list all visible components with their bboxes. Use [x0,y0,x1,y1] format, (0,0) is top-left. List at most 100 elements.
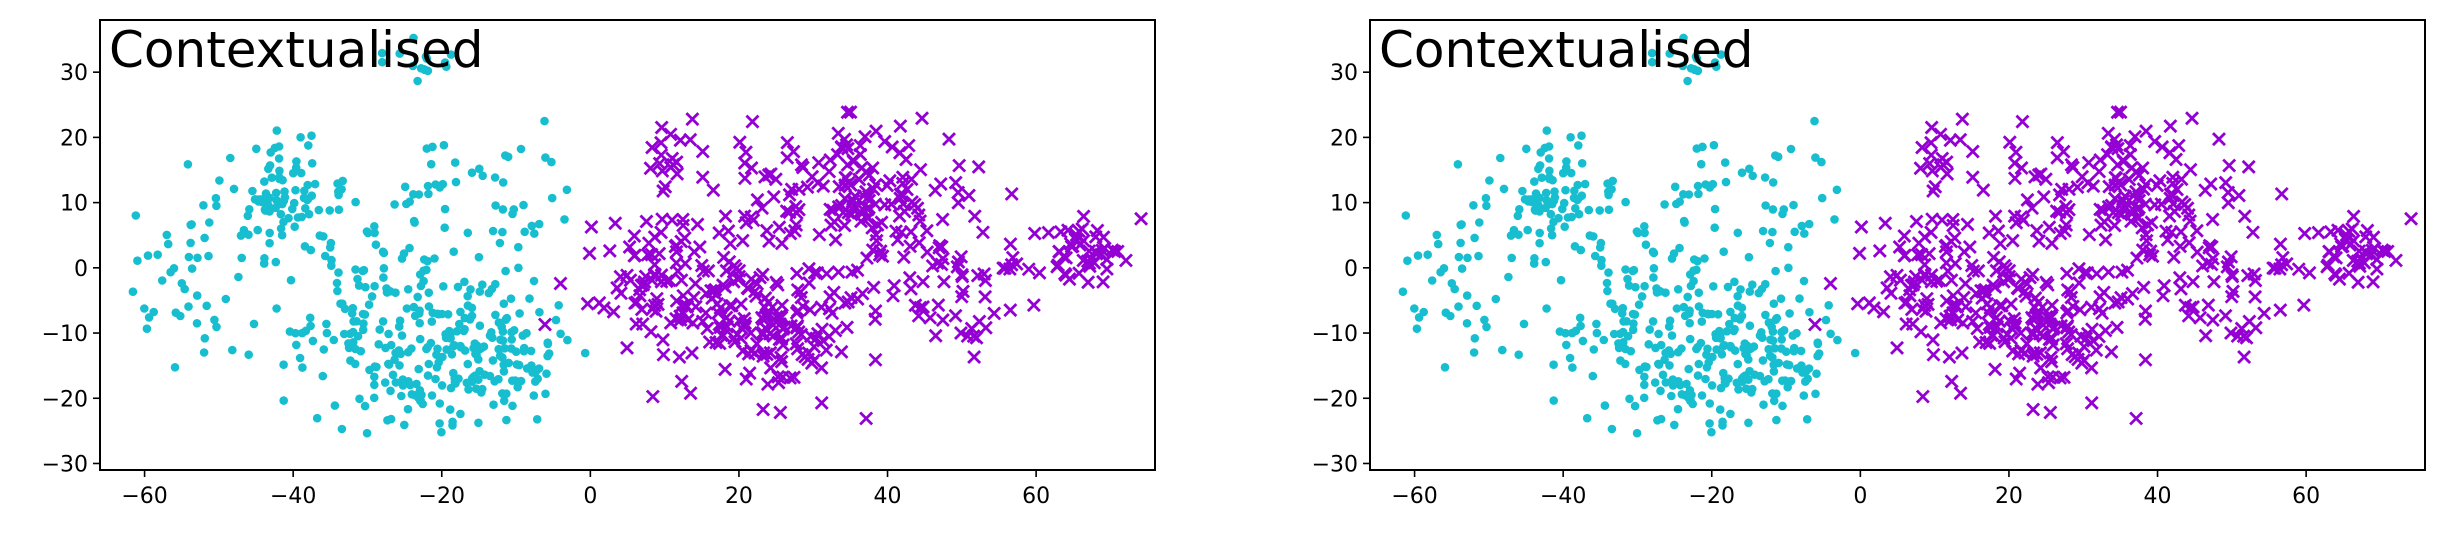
data-point-dot [306,321,315,331]
data-point-x [920,245,935,260]
data-point-dot [1604,190,1613,200]
data-point-dot [237,253,246,263]
data-point-x [2335,239,2350,254]
data-point-dot [149,307,158,317]
data-point-x [942,132,956,147]
data-point-dot [1804,219,1814,229]
data-point-x [2057,223,2072,238]
data-point-dot [423,256,432,266]
data-point-dot [1786,376,1796,386]
data-point-x [2059,266,2074,281]
data-point-x [773,405,788,420]
data-point-dot [498,178,508,187]
data-point-dot [1702,363,1712,372]
data-point-x [753,270,768,285]
data-point-dot [1563,213,1573,222]
data-point-x [2135,243,2150,258]
data-point-x [919,223,934,238]
data-point-dot [554,301,563,310]
data-point-x [2014,161,2029,176]
data-point-x [853,138,868,153]
data-point-x [759,347,774,362]
data-point-x [2367,241,2382,256]
data-point-dot [284,213,293,223]
data-point-dot [1513,211,1523,221]
data-point-x [854,214,868,229]
data-point-dot [199,201,208,210]
data-point-dot [1413,251,1423,260]
data-point-dot [501,266,510,276]
data-point-x [1021,262,1036,277]
data-point-dot [1683,292,1692,302]
data-point-dot [187,264,197,273]
data-point-x [978,320,993,335]
data-point-dot [1795,294,1804,303]
data-point-dot [1499,184,1509,194]
data-point-dot [142,324,152,334]
data-point-x [2221,185,2236,200]
data-point-x [2157,278,2172,293]
data-point-x [627,248,642,263]
data-point-dot [508,401,517,411]
data-point-x [772,311,787,326]
data-point-dot [1765,238,1775,248]
data-point-dot [440,223,450,232]
data-point-dot [1700,254,1709,263]
data-point-dot [296,133,305,142]
data-point-dot [157,276,167,285]
data-point-dot [518,331,528,340]
data-point-dot [442,62,451,71]
data-point-dot [1647,48,1657,58]
data-point-x [1955,316,1970,331]
data-point-dot [416,281,426,291]
data-point-x [2040,277,2055,292]
data-point-x [2139,124,2154,139]
data-point-x [1061,223,1075,238]
x-tick-label: −20 [1689,484,1735,509]
data-point-dot [1705,419,1714,428]
data-point-x [2127,204,2142,219]
data-point-dot [128,287,138,297]
data-point-x [1032,265,1047,280]
data-point-dot [1707,309,1717,319]
data-point-x [2163,187,2178,202]
data-point-x [663,127,678,142]
data-point-x [868,352,883,367]
data-point-x [655,163,670,178]
data-point-x [741,281,756,296]
data-point-x [634,302,649,317]
data-point-x [632,288,647,303]
data-point-dot [1550,187,1559,196]
data-point-dot [1485,176,1494,185]
data-point-x [692,240,707,254]
data-point-x [2205,312,2220,327]
data-point-x [1910,247,1925,262]
data-point-dot [271,188,281,198]
data-point-x [934,257,949,272]
x-tick-label: −40 [270,484,316,509]
data-point-x [754,310,769,325]
data-point-dot [271,257,281,267]
data-point-x [1097,241,1112,256]
data-point-x [670,264,685,279]
data-point-x [819,343,834,358]
data-point-dot [432,350,441,360]
data-point-x [640,247,655,262]
data-point-dot [1709,282,1718,291]
data-point-dot [319,345,329,354]
data-point-x [669,238,684,253]
data-point-x [2331,223,2345,238]
data-point-dot [509,326,519,335]
data-point-dot [528,368,537,377]
data-point-dot [1621,197,1630,207]
data-point-x [1983,320,1998,335]
data-point-dot [462,378,472,388]
data-point-x [2241,159,2256,174]
data-point-dot [1561,163,1571,172]
data-point-dot [1684,364,1693,374]
data-point-x [1027,226,1042,241]
data-point-x [2110,105,2125,120]
data-point-x [2186,274,2200,289]
data-point-x [2098,232,2113,247]
y-tick-label: −10 [42,322,88,347]
